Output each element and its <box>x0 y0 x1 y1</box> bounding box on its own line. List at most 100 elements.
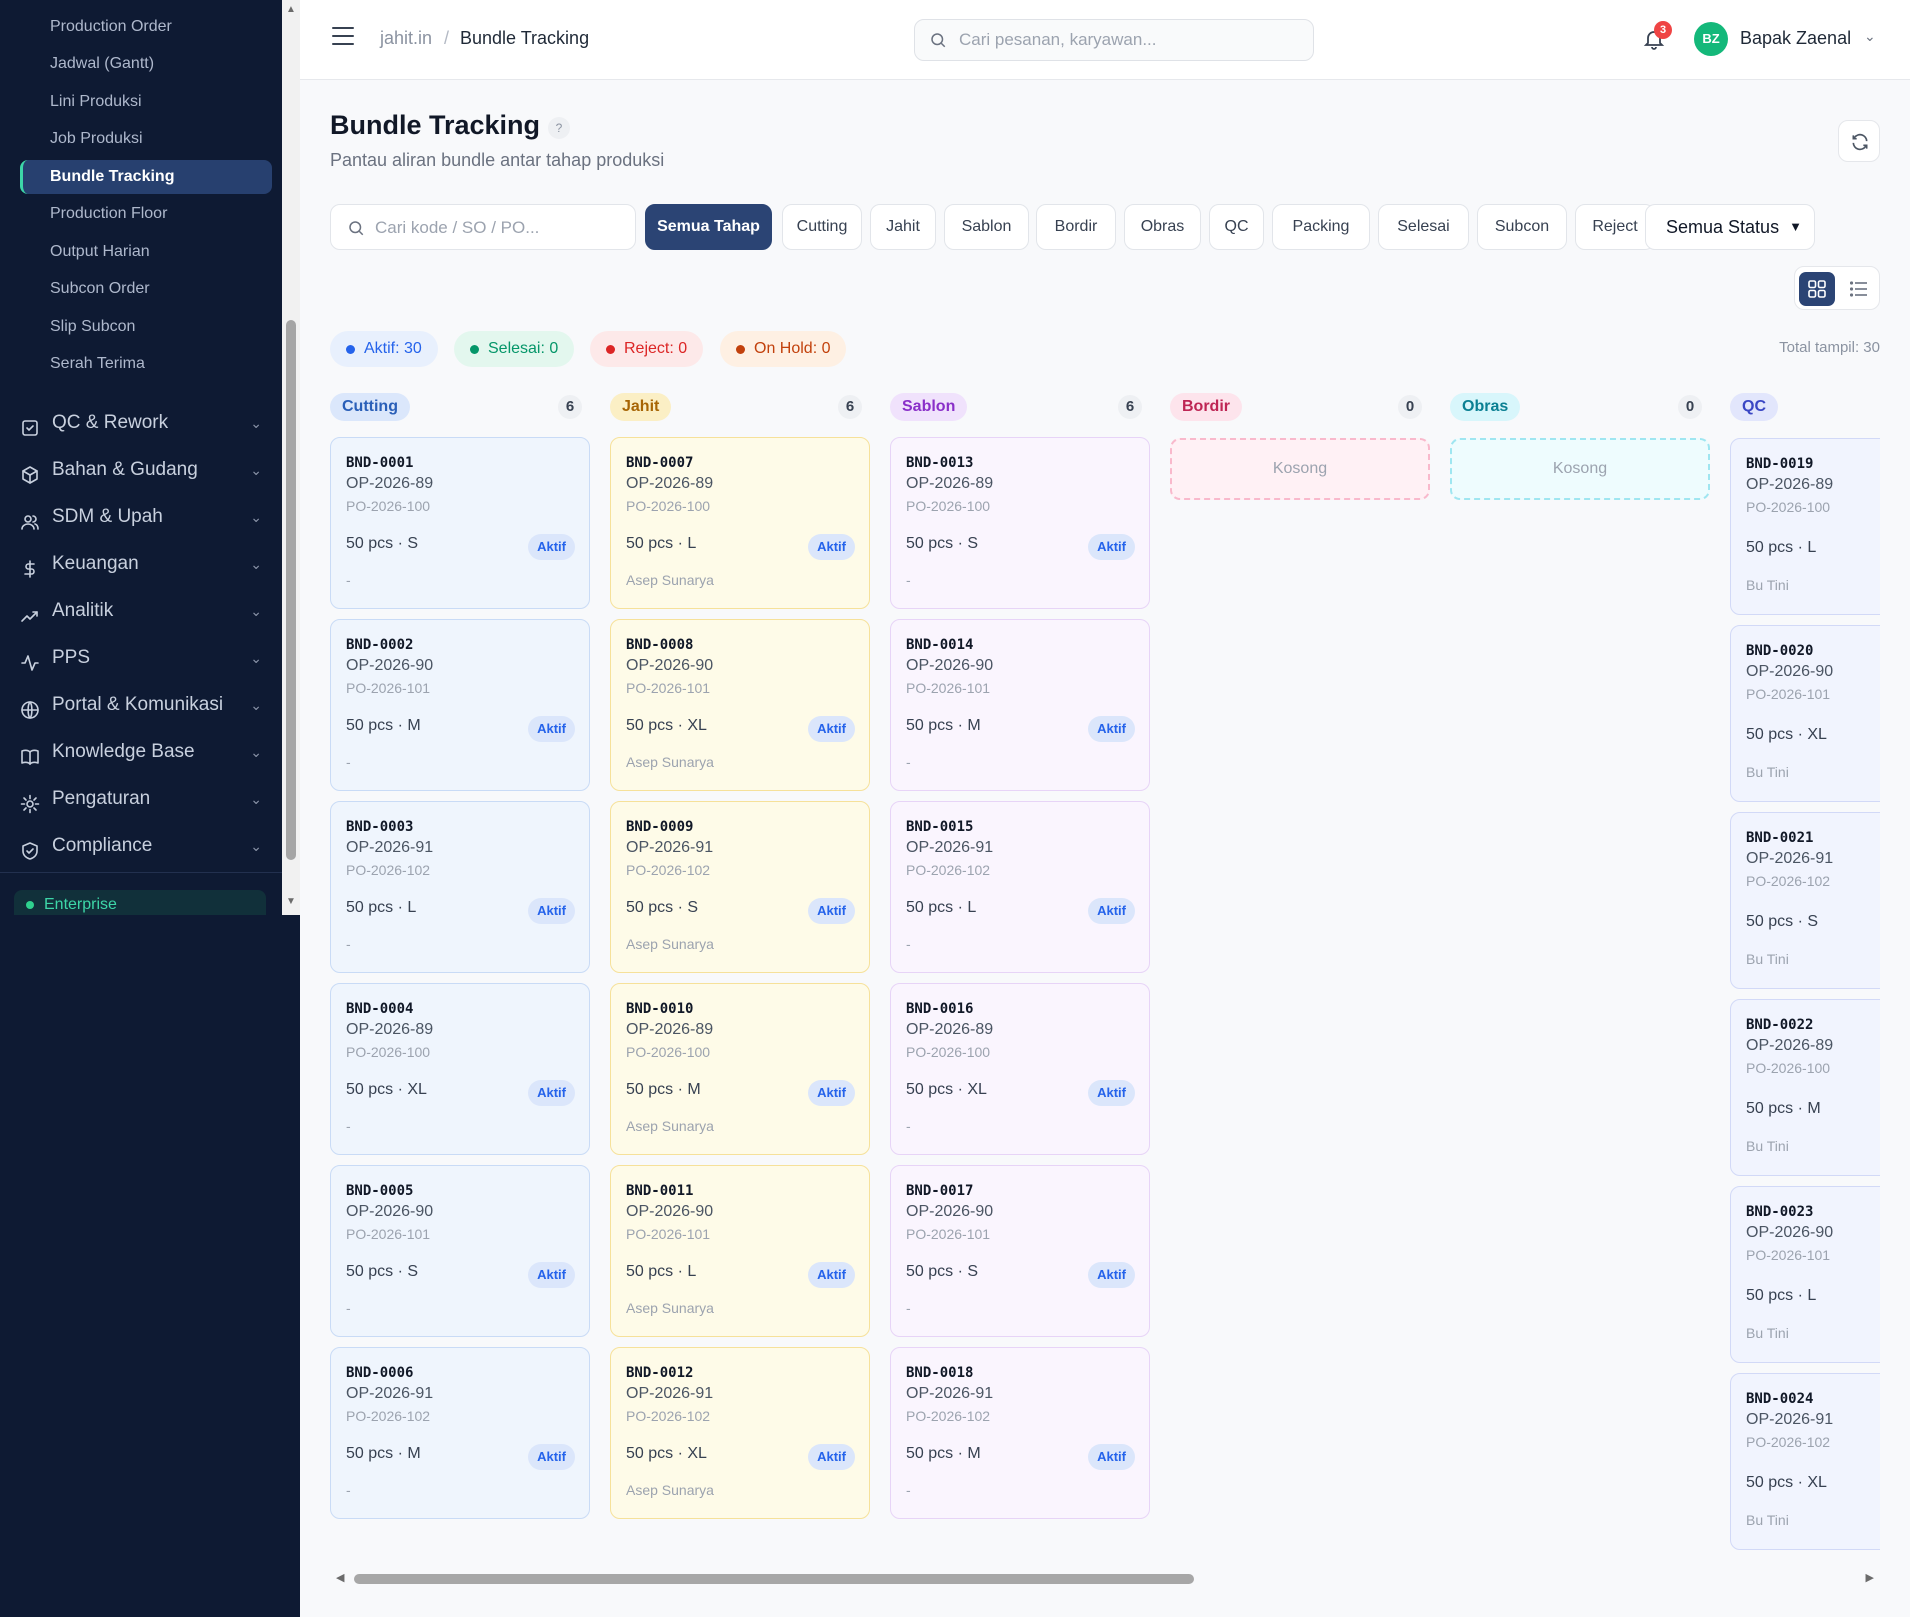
nav-group-analitik[interactable]: Analitik ⌄ <box>20 591 272 631</box>
board-scrollbar[interactable]: ◀ ▶ <box>330 1570 1880 1588</box>
global-search[interactable] <box>914 19 1314 61</box>
stage-filter-semua-tahap[interactable]: Semua Tahap <box>645 204 772 250</box>
summary-pill-1[interactable]: Selesai: 0 <box>454 331 575 367</box>
production-order-number: OP-2026-91 <box>626 839 714 856</box>
stage-filter-packing[interactable]: Packing <box>1272 204 1370 250</box>
grid-view-button[interactable] <box>1799 272 1835 306</box>
chevron-down-icon: ⌄ <box>250 697 262 713</box>
sidebar-item-job-produksi[interactable]: Job Produksi <box>50 130 143 147</box>
production-order-number: OP-2026-90 <box>626 1203 714 1220</box>
production-order-number: OP-2026-91 <box>346 839 434 856</box>
sidebar-item-jadwal-gantt-[interactable]: Jadwal (Gantt) <box>50 55 155 72</box>
sidebar-item-production-floor[interactable]: Production Floor <box>50 205 168 222</box>
checkbox-icon <box>20 413 40 436</box>
bundle-card[interactable]: BND-0007 OP-2026-89 PO-2026-100 50 pcs · L A… <box>610 437 870 609</box>
summary-pill-0[interactable]: Aktif: 30 <box>330 331 438 367</box>
user-name[interactable]: Bapak Zaenal <box>1740 28 1852 48</box>
stage-filter-reject[interactable]: Reject <box>1575 204 1655 250</box>
bundle-search[interactable] <box>330 204 636 250</box>
nav-group-portal-komunikasi[interactable]: Portal & Komunikasi ⌄ <box>20 685 272 725</box>
nav-group-compliance[interactable]: Compliance ⌄ <box>20 826 272 866</box>
bundle-card[interactable]: BND-0017 OP-2026-90 PO-2026-101 50 pcs · S A… <box>890 1165 1150 1337</box>
bundle-card[interactable]: BND-0020 OP-2026-90 PO-2026-101 50 pcs · XL… <box>1730 625 1880 802</box>
sidebar-item-subcon-order[interactable]: Subcon Order <box>50 280 150 297</box>
sidebar-item-lini-produksi[interactable]: Lini Produksi <box>50 93 142 110</box>
column-sablon: Sablon 6 BND-0013 OP-2026-89 PO-2026-100 50 p… <box>890 390 1150 1570</box>
nav-group-bahan-gudang[interactable]: Bahan & Gudang ⌄ <box>20 450 272 490</box>
scrollbar-thumb[interactable] <box>354 1574 1194 1584</box>
stage-filter-qc[interactable]: QC <box>1209 204 1264 250</box>
menu-icon[interactable] <box>332 27 354 45</box>
operator-name: Bu Tini <box>1746 764 1789 780</box>
refresh-button[interactable] <box>1838 120 1880 162</box>
chevron-down-icon: ⌄ <box>250 650 262 666</box>
operator-name: Bu Tini <box>1746 951 1789 967</box>
bundle-card[interactable]: BND-0001 OP-2026-89 PO-2026-100 50 pcs · S A… <box>330 437 590 609</box>
nav-group-sdm-upah[interactable]: SDM & Upah ⌄ <box>20 497 272 537</box>
chevron-down-icon: ⌄ <box>250 509 262 525</box>
operator-name: - <box>346 754 351 770</box>
chevron-down-icon[interactable]: ⌄ <box>1864 28 1876 44</box>
bundle-card[interactable]: BND-0024 OP-2026-91 PO-2026-102 50 pcs · XL… <box>1730 1373 1880 1550</box>
bundle-card[interactable]: BND-0006 OP-2026-91 PO-2026-102 50 pcs · M A… <box>330 1347 590 1519</box>
bundle-card[interactable]: BND-0016 OP-2026-89 PO-2026-100 50 pcs · XL… <box>890 983 1150 1155</box>
bundle-card[interactable]: BND-0005 OP-2026-90 PO-2026-101 50 pcs · S A… <box>330 1165 590 1337</box>
production-order-number: OP-2026-89 <box>1746 1037 1834 1054</box>
bundle-card[interactable]: BND-0015 OP-2026-91 PO-2026-102 50 pcs · L A… <box>890 801 1150 973</box>
bundle-card[interactable]: BND-0009 OP-2026-91 PO-2026-102 50 pcs · S A… <box>610 801 870 973</box>
scrollbar-thumb[interactable] <box>286 320 296 860</box>
bundle-card[interactable]: BND-0023 OP-2026-90 PO-2026-101 50 pcs · L B… <box>1730 1186 1880 1363</box>
sidebar-item-production-order[interactable]: Production Order <box>50 18 172 35</box>
stage-filter-sablon[interactable]: Sablon <box>944 204 1029 250</box>
nav-group-pengaturan[interactable]: Pengaturan ⌄ <box>20 779 272 819</box>
page-title: Bundle Tracking <box>330 110 541 140</box>
stage-filter-bordir[interactable]: Bordir <box>1036 204 1116 250</box>
help-icon[interactable]: ? <box>548 117 570 139</box>
nav-group-label: Analitik <box>52 600 114 621</box>
nav-group-knowledge-base[interactable]: Knowledge Base ⌄ <box>20 732 272 772</box>
bundle-card[interactable]: BND-0013 OP-2026-89 PO-2026-100 50 pcs · S A… <box>890 437 1150 609</box>
scroll-up-icon[interactable]: ▲ <box>286 4 296 15</box>
stage-filter-obras[interactable]: Obras <box>1124 204 1201 250</box>
status-select[interactable]: Semua Status ▼ <box>1645 204 1815 250</box>
sidebar-item-slip-subcon[interactable]: Slip Subcon <box>50 318 136 335</box>
avatar[interactable]: BZ <box>1694 22 1728 56</box>
nav-group-qc-rework[interactable]: QC & Rework ⌄ <box>20 403 272 443</box>
stage-filter-jahit[interactable]: Jahit <box>870 204 936 250</box>
purchase-order-number: PO-2026-101 <box>626 680 711 696</box>
bundle-card[interactable]: BND-0010 OP-2026-89 PO-2026-100 50 pcs · M A… <box>610 983 870 1155</box>
global-search-input[interactable] <box>959 28 1299 52</box>
bundle-card[interactable]: BND-0018 OP-2026-91 PO-2026-102 50 pcs · M A… <box>890 1347 1150 1519</box>
bundle-card[interactable]: BND-0008 OP-2026-90 PO-2026-101 50 pcs · XL… <box>610 619 870 791</box>
sidebar-item-bundle-tracking[interactable]: Bundle Tracking <box>20 160 272 194</box>
bundle-card[interactable]: BND-0004 OP-2026-89 PO-2026-100 50 pcs · XL… <box>330 983 590 1155</box>
bundle-card[interactable]: BND-0014 OP-2026-90 PO-2026-101 50 pcs · M A… <box>890 619 1150 791</box>
nav-group-label: Knowledge Base <box>52 741 195 762</box>
scroll-left-icon[interactable]: ◀ <box>336 1572 345 1584</box>
nav-group-pps[interactable]: PPS ⌄ <box>20 638 272 678</box>
bundle-card[interactable]: BND-0002 OP-2026-90 PO-2026-101 50 pcs · M A… <box>330 619 590 791</box>
sidebar-item-output-harian[interactable]: Output Harian <box>50 243 150 260</box>
bundle-card[interactable]: BND-0022 OP-2026-89 PO-2026-100 50 pcs · M B… <box>1730 999 1880 1176</box>
bundle-quantity-size: 50 pcs · XL <box>1746 726 1827 743</box>
bundle-card[interactable]: BND-0021 OP-2026-91 PO-2026-102 50 pcs · S B… <box>1730 812 1880 989</box>
scroll-right-icon[interactable]: ▶ <box>1865 1572 1874 1584</box>
bundle-card[interactable]: BND-0019 OP-2026-89 PO-2026-100 50 pcs · L B… <box>1730 438 1880 615</box>
breadcrumb-root[interactable]: jahit.in <box>380 28 433 48</box>
nav-group-keuangan[interactable]: Keuangan ⌄ <box>20 544 272 584</box>
list-view-button[interactable] <box>1841 272 1877 306</box>
summary-pill-3[interactable]: On Hold: 0 <box>720 331 847 367</box>
production-order-number: OP-2026-89 <box>906 475 994 492</box>
scroll-down-icon[interactable]: ▼ <box>286 896 296 907</box>
bundle-card[interactable]: BND-0011 OP-2026-90 PO-2026-101 50 pcs · L A… <box>610 1165 870 1337</box>
column-header: Cutting 6 <box>330 390 590 422</box>
stage-filter-subcon[interactable]: Subcon <box>1477 204 1567 250</box>
sidebar-scrollbar[interactable]: ▲ ▼ <box>282 0 300 915</box>
stage-filter-selesai[interactable]: Selesai <box>1378 204 1469 250</box>
sidebar-item-serah-terima[interactable]: Serah Terima <box>50 355 145 372</box>
bundle-search-input[interactable] <box>375 216 625 240</box>
stage-filter-cutting[interactable]: Cutting <box>782 204 862 250</box>
bundle-card[interactable]: BND-0012 OP-2026-91 PO-2026-102 50 pcs · XL… <box>610 1347 870 1519</box>
bundle-card[interactable]: BND-0003 OP-2026-91 PO-2026-102 50 pcs · L A… <box>330 801 590 973</box>
summary-pill-2[interactable]: Reject: 0 <box>590 331 704 367</box>
